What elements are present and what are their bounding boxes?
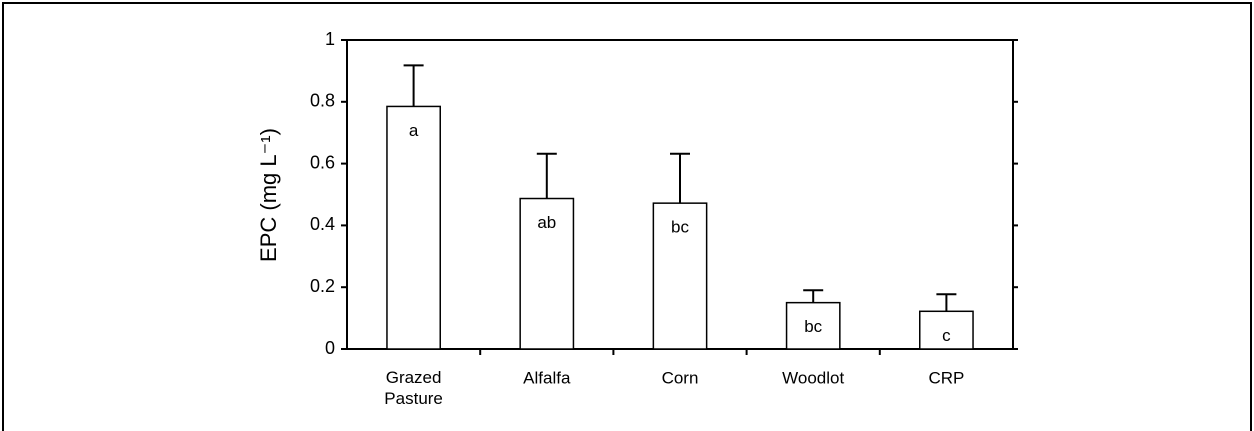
significance-letter: bc: [671, 218, 689, 237]
x-tick-label: Alfalfa: [523, 368, 571, 387]
y-axis-label: EPC (mg L⁻¹): [256, 128, 281, 262]
significance-letter: ab: [537, 213, 556, 232]
significance-letter: c: [942, 326, 951, 345]
bar: [919, 310, 974, 350]
bar: [785, 301, 841, 350]
bar: [652, 202, 708, 350]
x-tick-label: CRP: [928, 368, 964, 387]
y-tick-label: 0.6: [310, 152, 335, 172]
bar: [519, 197, 575, 350]
x-tick-label: Woodlot: [782, 368, 844, 387]
y-tick-label: 0.4: [310, 214, 335, 234]
y-tick-label: 0: [325, 338, 335, 358]
bar: [386, 105, 441, 350]
y-tick-label: 0.2: [310, 276, 335, 296]
significance-letter: bc: [804, 317, 822, 336]
y-tick-label: 1: [325, 29, 335, 49]
x-tick-label: Grazed Pasture: [384, 368, 443, 408]
x-tick-label: Corn: [662, 368, 699, 387]
significance-letter: a: [409, 121, 419, 140]
y-tick-label: 0.8: [310, 91, 335, 111]
